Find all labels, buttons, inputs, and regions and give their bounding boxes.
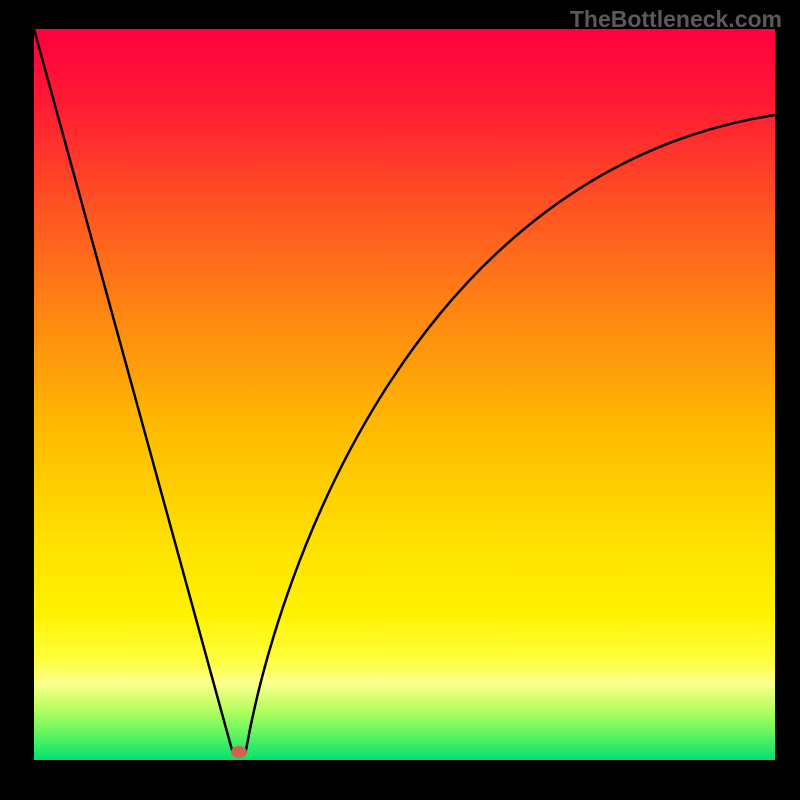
watermark-text: TheBottleneck.com xyxy=(570,6,782,33)
chart-container: TheBottleneck.com xyxy=(0,0,800,800)
bottleneck-chart xyxy=(0,0,800,800)
optimal-point-marker xyxy=(231,746,247,758)
plot-background xyxy=(34,29,775,760)
